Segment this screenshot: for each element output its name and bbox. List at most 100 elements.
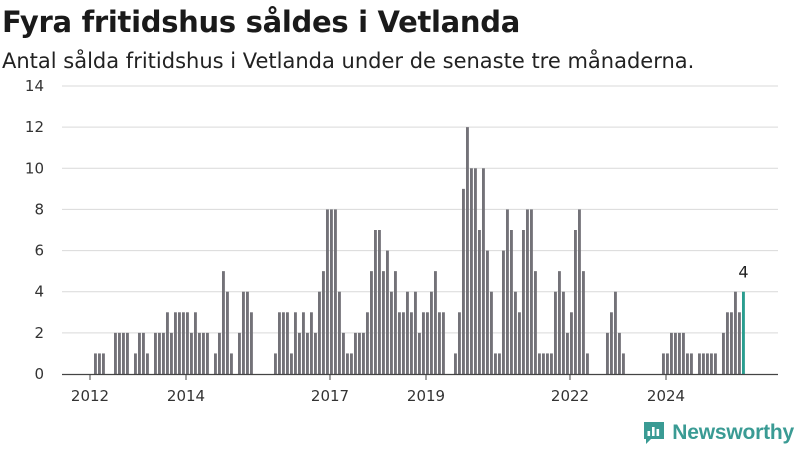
bar [574, 230, 577, 374]
bar [562, 291, 565, 374]
bar [430, 291, 433, 374]
brand-name: Newsworthy [672, 421, 794, 444]
bar [190, 332, 193, 374]
bar [102, 353, 105, 374]
bar [438, 312, 441, 374]
bar [502, 250, 505, 374]
bar [166, 312, 169, 374]
bar [474, 168, 477, 374]
bar [242, 291, 245, 374]
bar [618, 332, 621, 374]
bar [306, 332, 309, 374]
bar [394, 271, 397, 374]
bar [506, 209, 509, 374]
bar [510, 230, 513, 374]
x-tick-label: 2014 [167, 387, 205, 405]
bar [518, 312, 521, 374]
bar [282, 312, 285, 374]
bar [370, 271, 373, 374]
bar [182, 312, 185, 374]
bar [478, 230, 481, 374]
bar [318, 291, 321, 374]
bar [402, 312, 405, 374]
y-tick-label: 2 [34, 324, 44, 342]
x-axis-ticks: 2012 2014 2017 2019 2022 2024 [71, 374, 685, 405]
bar [606, 332, 609, 374]
bar [330, 209, 333, 374]
bar [286, 312, 289, 374]
bar [414, 291, 417, 374]
chart-subtitle: Antal sålda fritidshus i Vetlanda under … [2, 49, 695, 73]
bar [738, 312, 741, 374]
bar [550, 353, 553, 374]
bar [146, 353, 149, 374]
bar [362, 332, 365, 374]
bar [462, 188, 465, 374]
bar [522, 230, 525, 374]
bar [398, 312, 401, 374]
y-tick-label: 14 [25, 77, 44, 95]
bar [122, 332, 125, 374]
bar [622, 353, 625, 374]
bar [454, 353, 457, 374]
bar [678, 332, 681, 374]
bar [534, 271, 537, 374]
bar [418, 332, 421, 374]
bar [358, 332, 361, 374]
bar [526, 209, 529, 374]
bar [458, 312, 461, 374]
bar [290, 353, 293, 374]
y-tick-label: 8 [34, 200, 44, 218]
bar [442, 312, 445, 374]
y-axis-ticks: 0 2 4 6 8 10 12 14 [25, 77, 44, 383]
bar [422, 312, 425, 374]
bar [178, 312, 181, 374]
bar [238, 332, 241, 374]
bar [426, 312, 429, 374]
bar [670, 332, 673, 374]
bar [530, 209, 533, 374]
y-tick-label: 6 [34, 242, 44, 260]
bar [554, 291, 557, 374]
bar [538, 353, 541, 374]
bar [322, 271, 325, 374]
bar [662, 353, 665, 374]
bar [126, 332, 129, 374]
bar-highlight [742, 291, 745, 374]
y-tick-label: 10 [25, 159, 44, 177]
bar [98, 353, 101, 374]
bar [194, 312, 197, 374]
gridlines [62, 85, 778, 334]
x-tick-label: 2019 [407, 387, 445, 405]
newsworthy-logo-icon [644, 422, 665, 444]
y-tick-label: 0 [34, 365, 44, 383]
bar [310, 312, 313, 374]
bars [94, 127, 745, 374]
bar [118, 332, 121, 374]
bar [434, 271, 437, 374]
x-tick-label: 2024 [647, 387, 685, 405]
bar [570, 312, 573, 374]
bar [338, 291, 341, 374]
bar [174, 312, 177, 374]
bar [342, 332, 345, 374]
bar [578, 209, 581, 374]
bar [682, 332, 685, 374]
bar [382, 271, 385, 374]
bar [206, 332, 209, 374]
bar [222, 271, 225, 374]
bar [350, 353, 353, 374]
bar [410, 312, 413, 374]
bar [162, 332, 165, 374]
bar [706, 353, 709, 374]
bar [466, 127, 469, 374]
bar [674, 332, 677, 374]
bar [378, 230, 381, 374]
bar [566, 332, 569, 374]
bar [558, 271, 561, 374]
bar [386, 250, 389, 374]
bar [730, 312, 733, 374]
bar [298, 332, 301, 374]
bar [158, 332, 161, 374]
brand-logo: Newsworthy [642, 420, 794, 446]
